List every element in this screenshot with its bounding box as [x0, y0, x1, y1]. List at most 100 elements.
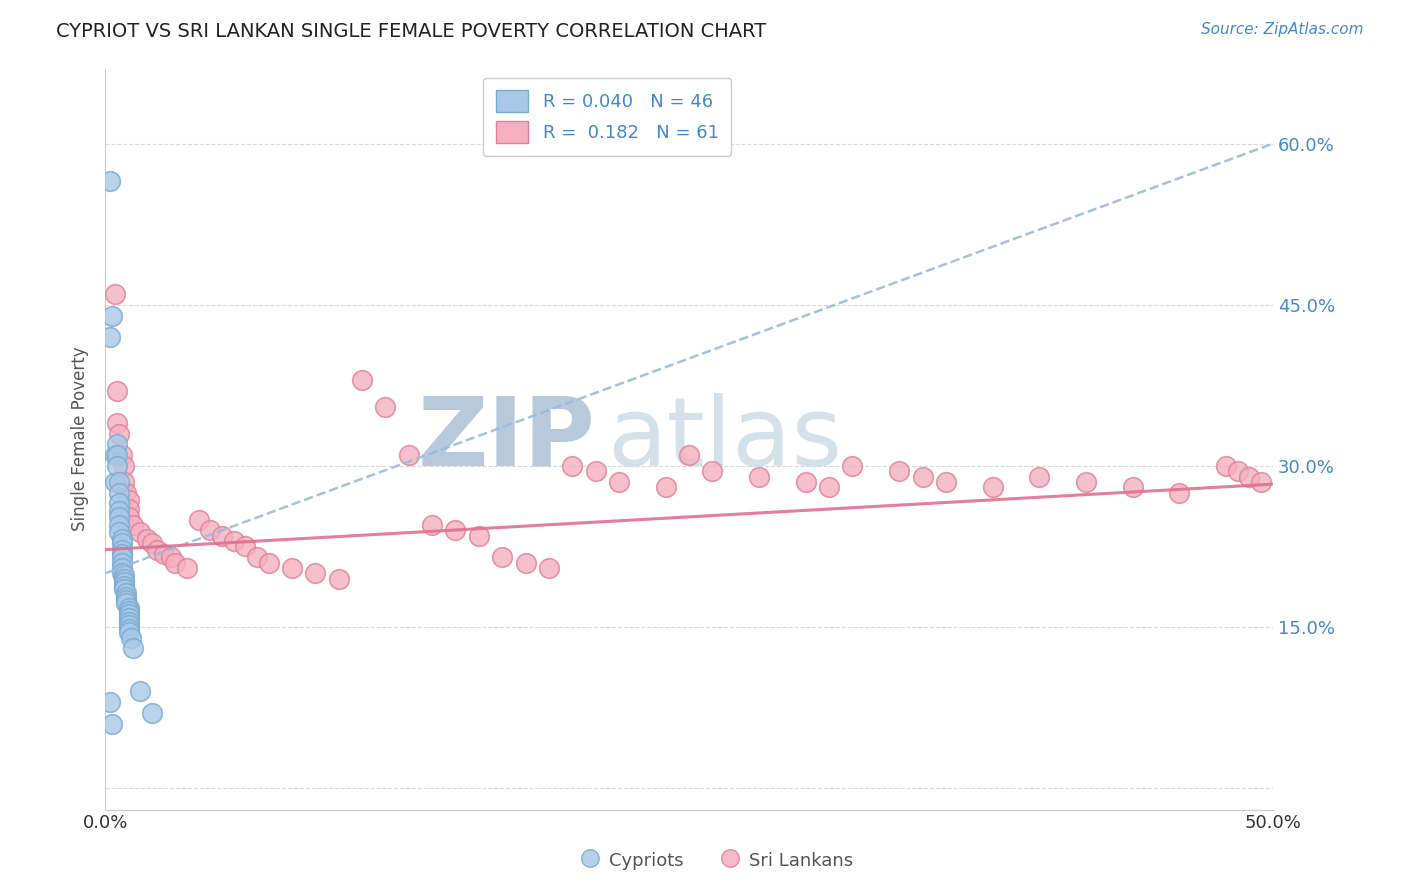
- Point: [112, 574, 135, 589]
- Point: [935, 475, 957, 489]
- Point: [1028, 469, 1050, 483]
- Point: [141, 536, 163, 550]
- Point: [818, 480, 841, 494]
- Point: [281, 561, 304, 575]
- Point: [491, 550, 513, 565]
- Point: [103, 287, 125, 301]
- Point: [115, 485, 138, 500]
- Point: [141, 706, 163, 720]
- Point: [108, 518, 131, 533]
- Point: [110, 532, 132, 546]
- Point: [110, 536, 132, 550]
- Point: [105, 448, 128, 462]
- Point: [328, 572, 350, 586]
- Point: [889, 464, 911, 478]
- Point: [117, 493, 139, 508]
- Point: [110, 547, 132, 561]
- Point: [115, 585, 138, 599]
- Point: [103, 475, 125, 489]
- Point: [112, 579, 135, 593]
- Point: [304, 566, 326, 581]
- Point: [112, 572, 135, 586]
- Point: [911, 469, 934, 483]
- Point: [117, 617, 139, 632]
- Point: [105, 384, 128, 398]
- Point: [108, 504, 131, 518]
- Point: [1239, 469, 1261, 483]
- Point: [110, 448, 132, 462]
- Point: [122, 518, 145, 533]
- Point: [129, 684, 152, 698]
- Point: [108, 475, 131, 489]
- Point: [374, 400, 396, 414]
- Point: [117, 501, 139, 516]
- Point: [211, 529, 233, 543]
- Point: [110, 542, 132, 557]
- Point: [152, 547, 174, 561]
- Point: [115, 596, 138, 610]
- Point: [1215, 458, 1237, 473]
- Point: [98, 695, 121, 709]
- Point: [187, 512, 209, 526]
- Point: [117, 510, 139, 524]
- Point: [246, 550, 269, 565]
- Point: [108, 485, 131, 500]
- Point: [654, 480, 676, 494]
- Point: [1122, 480, 1144, 494]
- Point: [103, 448, 125, 462]
- Point: [136, 532, 159, 546]
- Point: [444, 524, 467, 538]
- Point: [108, 510, 131, 524]
- Point: [112, 582, 135, 597]
- Point: [98, 174, 121, 188]
- Point: [117, 625, 139, 640]
- Point: [101, 716, 124, 731]
- Point: [120, 631, 142, 645]
- Point: [748, 469, 770, 483]
- Point: [115, 593, 138, 607]
- Text: ZIP: ZIP: [418, 392, 596, 485]
- Point: [110, 561, 132, 575]
- Point: [794, 475, 817, 489]
- Point: [678, 448, 700, 462]
- Point: [1343, 851, 1365, 865]
- Point: [585, 464, 607, 478]
- Point: [165, 556, 187, 570]
- Point: [108, 496, 131, 510]
- Point: [159, 550, 181, 565]
- Point: [112, 458, 135, 473]
- Point: [398, 448, 420, 462]
- Point: [117, 600, 139, 615]
- Text: CYPRIOT VS SRI LANKAN SINGLE FEMALE POVERTY CORRELATION CHART: CYPRIOT VS SRI LANKAN SINGLE FEMALE POVE…: [56, 22, 766, 41]
- Point: [112, 475, 135, 489]
- Point: [176, 561, 198, 575]
- Point: [110, 550, 132, 565]
- Point: [117, 611, 139, 625]
- Point: [122, 641, 145, 656]
- Point: [105, 416, 128, 430]
- Point: [561, 458, 583, 473]
- Point: [117, 607, 139, 621]
- Point: [117, 604, 139, 618]
- Text: atlas: atlas: [607, 392, 842, 485]
- Point: [145, 542, 167, 557]
- Point: [1074, 475, 1097, 489]
- Point: [117, 615, 139, 629]
- Point: [117, 622, 139, 636]
- Point: [420, 518, 443, 533]
- Point: [108, 426, 131, 441]
- Point: [112, 568, 135, 582]
- Point: [110, 566, 132, 581]
- Text: Sri Lankans: Sri Lankans: [749, 852, 853, 870]
- Text: Source: ZipAtlas.com: Source: ZipAtlas.com: [1201, 22, 1364, 37]
- Point: [108, 525, 131, 540]
- Point: [702, 464, 724, 478]
- Point: [257, 556, 280, 570]
- Point: [115, 590, 138, 604]
- Point: [110, 556, 132, 570]
- Point: [1063, 851, 1085, 865]
- Point: [222, 534, 245, 549]
- Point: [101, 309, 124, 323]
- Point: [515, 556, 537, 570]
- Point: [105, 437, 128, 451]
